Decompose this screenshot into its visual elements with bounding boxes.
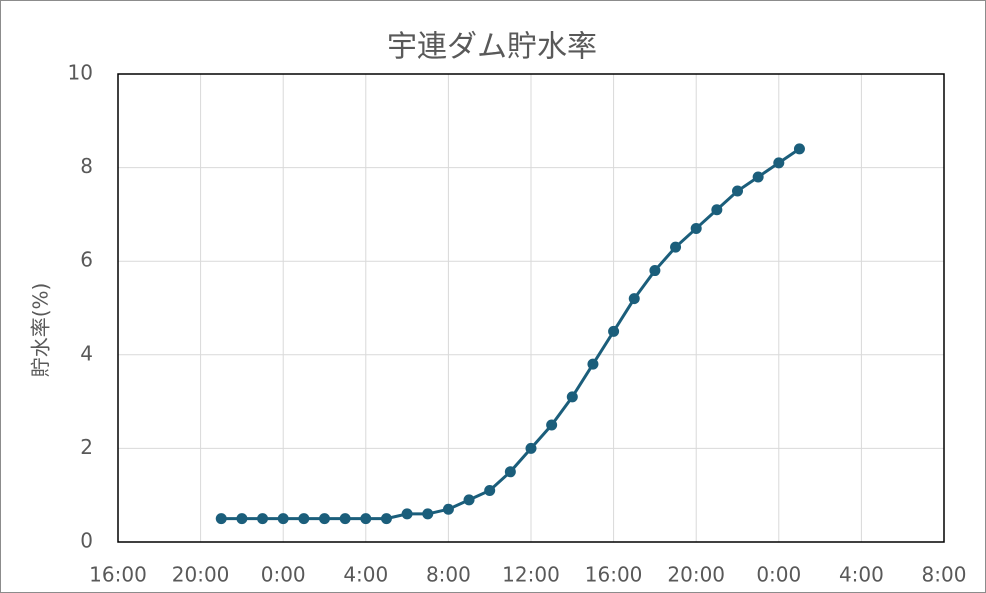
data-point [257, 513, 269, 525]
x-tick-label: 0:00 [261, 563, 306, 587]
data-point [422, 508, 434, 520]
x-tick-label: 4:00 [839, 563, 884, 587]
data-point [608, 325, 620, 337]
data-point [380, 513, 392, 525]
data-point [773, 157, 785, 169]
y-tick-label: 8 [80, 154, 93, 178]
data-point [215, 513, 227, 525]
data-point [484, 485, 496, 497]
data-point [277, 513, 289, 525]
y-tick-label: 2 [80, 435, 93, 459]
data-point [504, 466, 516, 478]
plot-border [117, 73, 945, 543]
data-point [690, 222, 702, 234]
x-tick-label: 8:00 [426, 563, 471, 587]
x-tick-label: 20:00 [172, 563, 230, 587]
data-point [339, 513, 351, 525]
x-tick-label: 12:00 [502, 563, 560, 587]
y-tick-label: 0 [80, 529, 93, 553]
x-tick-label: 4:00 [343, 563, 388, 587]
data-point [711, 204, 723, 216]
data-point [587, 358, 599, 370]
data-point [546, 419, 558, 431]
data-point [401, 508, 413, 520]
data-point [442, 503, 454, 515]
data-point [236, 513, 248, 525]
data-point [649, 265, 661, 277]
data-point [752, 171, 764, 183]
data-point [732, 185, 743, 197]
x-tick-label: 0:00 [756, 563, 801, 587]
data-point [525, 442, 537, 454]
data-point [628, 293, 640, 305]
data-point [670, 241, 682, 253]
data-point [319, 513, 330, 525]
y-tick-label: 6 [80, 248, 93, 272]
x-tick-label: 8:00 [922, 563, 967, 587]
x-tick-label: 20:00 [667, 563, 725, 587]
y-axis-label: 貯水率(%) [29, 283, 53, 378]
data-point [793, 143, 805, 155]
data-point [463, 494, 475, 506]
y-tick-label: 10 [68, 61, 93, 85]
data-point [566, 391, 578, 403]
x-tick-label: 16:00 [585, 563, 643, 587]
data-point [298, 513, 310, 525]
chart-title: 宇連ダム貯水率 [387, 30, 597, 65]
x-tick-label: 16:00 [89, 563, 147, 587]
data-point [360, 513, 372, 525]
y-tick-label: 4 [80, 341, 93, 365]
